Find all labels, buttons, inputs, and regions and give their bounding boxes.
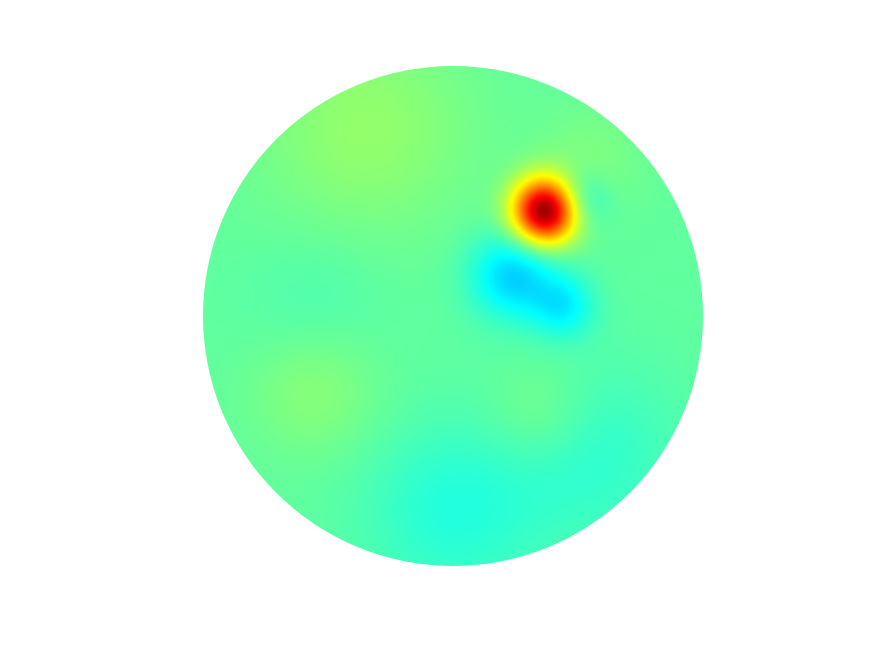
heatmap-image [203, 66, 703, 566]
heatmap-disk [203, 66, 703, 566]
